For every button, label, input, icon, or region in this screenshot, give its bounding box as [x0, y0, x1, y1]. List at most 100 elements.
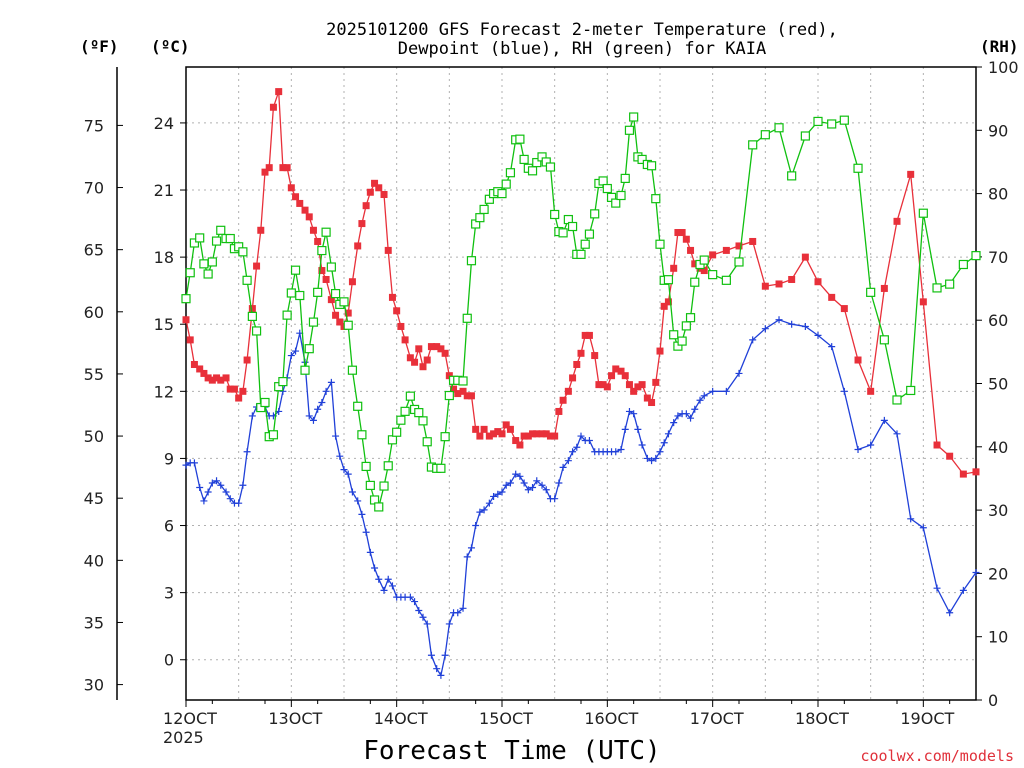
- dewpoint-point: [854, 445, 862, 453]
- dewpoint-point: [348, 488, 356, 496]
- dewpoint-point: [332, 432, 340, 440]
- dewpoint-point: [656, 448, 664, 456]
- temperature-point: [617, 367, 625, 375]
- temperature-point: [269, 103, 277, 111]
- temperature-point: [485, 432, 493, 440]
- rh-point: [827, 119, 837, 129]
- rh-point: [721, 275, 731, 285]
- rh-point: [242, 275, 252, 285]
- dewpoint-point: [354, 497, 362, 505]
- dewpoint-point: [371, 564, 379, 572]
- dewpoint-point: [538, 481, 546, 489]
- dewpoint-point: [674, 412, 682, 420]
- dewpoint-point: [722, 387, 730, 395]
- rh-point: [839, 115, 849, 125]
- rh-point: [422, 437, 432, 447]
- rh-point: [383, 461, 393, 471]
- temperature-point: [305, 213, 313, 221]
- rh-point: [677, 336, 687, 346]
- dewpoint-point: [564, 457, 572, 465]
- rh-point: [580, 239, 590, 249]
- temperature-point: [551, 432, 559, 440]
- rh-point: [918, 208, 928, 218]
- dewpoint-point: [801, 322, 809, 330]
- rh-point: [655, 239, 665, 249]
- temperature-point: [749, 237, 757, 245]
- dewpoint-point: [445, 620, 453, 628]
- temperature-point: [682, 235, 690, 243]
- dewpoint-point: [617, 445, 625, 453]
- dewpoint-point: [309, 416, 317, 424]
- rh-point: [203, 269, 213, 279]
- dewpoint-point: [959, 586, 967, 594]
- dewpoint-point: [585, 437, 593, 445]
- temperature-point: [437, 345, 445, 353]
- rh-point: [195, 233, 205, 243]
- rh-point: [800, 131, 810, 141]
- dewpoint-point: [182, 461, 190, 469]
- temperature-point: [722, 246, 730, 254]
- dewpoint-point: [648, 457, 656, 465]
- rh-point: [602, 183, 612, 194]
- dewpoint-point: [411, 598, 419, 606]
- temperature-point: [327, 296, 335, 304]
- rh-point: [515, 134, 525, 144]
- temperature-point: [217, 376, 225, 384]
- dewpoint-point: [761, 325, 769, 333]
- rh-point: [906, 385, 916, 396]
- temperature-point: [660, 302, 668, 310]
- dewpoint-point: [494, 490, 502, 498]
- rh-point: [620, 173, 630, 184]
- dewpoint-point: [512, 470, 520, 478]
- rh-point: [663, 275, 674, 285]
- dewpoint-point: [643, 454, 651, 462]
- rh-point: [278, 377, 288, 387]
- temperature-point: [296, 199, 304, 207]
- rh-point: [567, 221, 578, 232]
- rh-tick-label: 30: [988, 501, 1008, 520]
- rh-point: [545, 162, 556, 172]
- rh-point: [207, 257, 217, 267]
- temperature-point: [621, 372, 629, 380]
- x-tick-label: 19OCT: [900, 709, 954, 728]
- temperature-point: [415, 345, 423, 353]
- dewpoint-point: [502, 481, 510, 489]
- fahrenheit-tick-label: 35: [84, 613, 104, 632]
- rh-point: [295, 290, 305, 301]
- rh-tick-label: 0: [988, 691, 998, 710]
- dewpoint-point: [893, 430, 901, 438]
- dewpoint-point: [423, 620, 431, 628]
- rh-point: [339, 297, 349, 307]
- temperature-series: [182, 88, 980, 478]
- dewpoint-point: [427, 651, 435, 659]
- dewpoint-point: [634, 425, 642, 433]
- temperature-point: [358, 220, 366, 228]
- rh-point: [760, 130, 770, 140]
- temperature-point: [318, 267, 326, 275]
- dewpoint-point: [573, 443, 581, 451]
- temperature-point: [314, 237, 322, 245]
- rh-point: [519, 154, 529, 165]
- celsius-tick-label: 6: [164, 517, 174, 536]
- x-tick-label: 18OCT: [795, 709, 849, 728]
- temperature-point: [524, 432, 532, 440]
- series-layer: [181, 88, 981, 679]
- dewpoint-point: [828, 343, 836, 351]
- rh-point: [505, 168, 516, 178]
- temperature-point: [480, 425, 488, 433]
- temperature-point: [454, 390, 462, 398]
- temperature-point: [336, 318, 344, 326]
- dewpoint-point: [533, 477, 541, 485]
- rh-point: [343, 320, 353, 330]
- dewpoint-point: [190, 459, 198, 467]
- temperature-point: [674, 229, 682, 237]
- temperature-point: [235, 394, 243, 402]
- dewpoint-point: [318, 399, 326, 407]
- dewpoint-point: [682, 410, 690, 418]
- dewpoint-point: [638, 441, 646, 449]
- dewpoint-point: [380, 586, 388, 594]
- dewpoint-point: [406, 593, 414, 601]
- credit-text: coolwx.com/models: [860, 747, 1014, 765]
- rh-point: [685, 313, 696, 323]
- temperature-point: [393, 307, 401, 315]
